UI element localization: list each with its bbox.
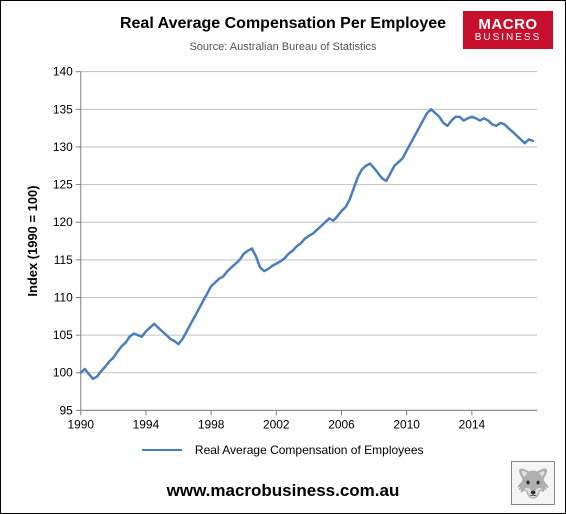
source-url: www.macrobusiness.com.au [1, 481, 565, 501]
svg-text:120: 120 [53, 215, 73, 229]
legend: Real Average Compensation of Employees [1, 441, 565, 459]
svg-text:2010: 2010 [393, 417, 420, 431]
svg-text:105: 105 [53, 328, 73, 342]
svg-text:140: 140 [53, 65, 73, 79]
legend-swatch [142, 449, 182, 451]
brand-badge: MACRO BUSINESS [463, 11, 553, 49]
brand-line2: BUSINESS [471, 33, 545, 44]
svg-text:110: 110 [54, 290, 73, 304]
svg-text:115: 115 [54, 253, 73, 267]
svg-text:100: 100 [53, 366, 73, 380]
svg-text:135: 135 [53, 102, 73, 116]
svg-text:1998: 1998 [198, 417, 225, 431]
svg-text:1994: 1994 [133, 417, 160, 431]
svg-text:2006: 2006 [328, 417, 355, 431]
chart-svg: 95 100 105 110 115 120 125 130 135 140 1990 1994 199… [19, 61, 547, 441]
legend-label: Real Average Compensation of Employees [195, 443, 424, 457]
svg-text:130: 130 [53, 140, 73, 154]
svg-text:2002: 2002 [263, 417, 290, 431]
wolf-icon: 🐺 [511, 461, 555, 505]
brand-line1: MACRO [471, 17, 545, 33]
svg-text:2014: 2014 [459, 417, 486, 431]
svg-text:125: 125 [53, 178, 73, 192]
line-chart: 95 100 105 110 115 120 125 130 135 140 1990 1994 199… [19, 61, 547, 441]
svg-text:1990: 1990 [67, 417, 94, 431]
svg-text:95: 95 [60, 403, 74, 417]
chart-frame: Real Average Compensation Per Employee S… [0, 0, 566, 514]
svg-text:Index (1990 = 100): Index (1990 = 100) [25, 185, 40, 296]
